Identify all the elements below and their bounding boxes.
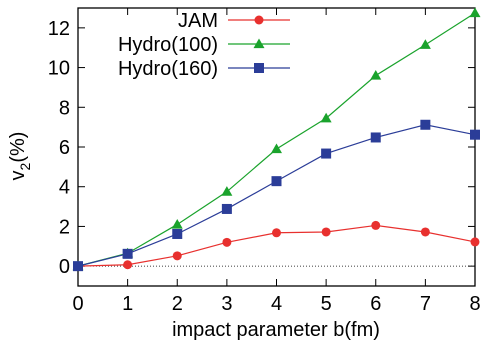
series-2 xyxy=(73,119,480,272)
y-tick-label: 4 xyxy=(59,177,70,199)
data-point xyxy=(370,70,382,80)
series-layer xyxy=(72,7,481,272)
data-point xyxy=(321,227,331,237)
y-tick-label: 2 xyxy=(59,216,70,238)
data-point xyxy=(371,220,381,230)
data-point xyxy=(172,228,183,239)
data-point xyxy=(271,143,282,154)
data-point xyxy=(469,7,481,18)
data-point xyxy=(320,112,332,123)
legend-marker xyxy=(254,63,264,73)
data-point xyxy=(420,119,431,130)
series-0 xyxy=(73,220,480,271)
y-axis-label: v2(%) xyxy=(7,132,33,181)
y-axis-label-main: v xyxy=(7,170,29,180)
y-tick-label: 10 xyxy=(48,58,70,80)
data-point xyxy=(271,176,282,187)
x-tick-label: 1 xyxy=(122,293,133,315)
data-point xyxy=(272,228,281,238)
y-axis-label-sub: 2 xyxy=(17,162,33,170)
y-tick-label: 12 xyxy=(48,18,70,40)
x-tick-label: 3 xyxy=(221,293,232,315)
data-point xyxy=(221,203,232,214)
y-tick-label: 0 xyxy=(59,256,70,278)
data-point xyxy=(172,251,182,261)
legend-label: Hydro(100) xyxy=(118,34,218,56)
legend-marker xyxy=(254,15,264,25)
x-tick-label: 8 xyxy=(469,293,480,315)
data-point xyxy=(370,132,381,143)
data-point xyxy=(122,248,133,259)
data-point xyxy=(73,261,83,272)
y-tick-label: 6 xyxy=(59,137,70,159)
data-point xyxy=(222,237,232,247)
legend-label: JAM xyxy=(178,10,218,32)
y-axis-label-tail: (%) xyxy=(7,132,29,163)
legend-marker xyxy=(253,38,265,49)
x-tick-label: 2 xyxy=(172,293,183,315)
data-point xyxy=(321,148,332,159)
x-tick-label: 4 xyxy=(271,293,282,315)
y-tick-label: 8 xyxy=(59,97,70,119)
x-tick-label: 5 xyxy=(321,293,332,315)
x-tick-label: 7 xyxy=(420,293,431,315)
data-point xyxy=(221,186,233,196)
data-point xyxy=(470,237,480,247)
data-point xyxy=(123,260,133,270)
x-tick-label: 0 xyxy=(72,293,83,315)
x-axis-label: impact parameter b(fm) xyxy=(172,319,380,341)
data-point xyxy=(470,129,480,140)
x-tick-label: 6 xyxy=(370,293,381,315)
data-point xyxy=(171,218,183,229)
data-point xyxy=(420,227,430,237)
legend-label: Hydro(160) xyxy=(118,58,218,80)
data-point xyxy=(419,39,431,49)
